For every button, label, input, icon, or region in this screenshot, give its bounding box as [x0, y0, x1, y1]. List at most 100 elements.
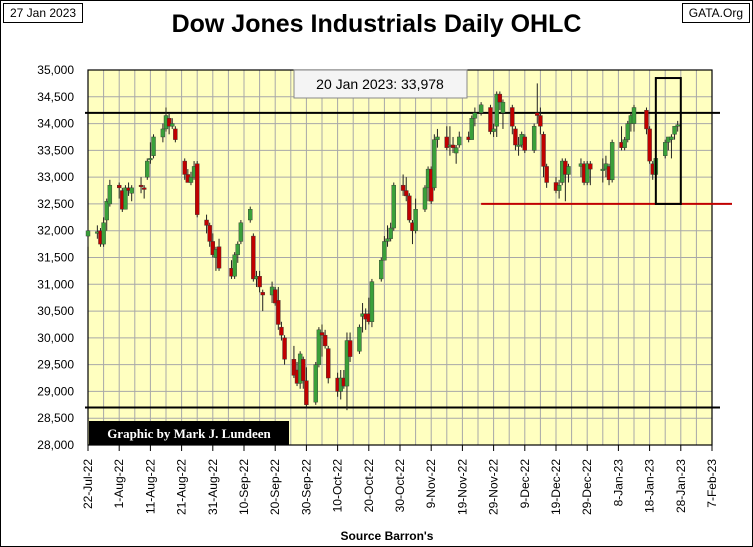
ohlc-bar-up: [357, 326, 362, 352]
ohlc-bar-up: [145, 160, 150, 178]
ohlc-bar-down: [173, 128, 178, 140]
ohlc-bar-up: [457, 136, 462, 146]
ohlc-bar-up: [494, 93, 499, 127]
x-tick-label: 20-Sep-22: [268, 459, 282, 515]
x-tick-label: 11-Aug-22: [143, 459, 157, 514]
ohlc-bar-down: [444, 136, 449, 148]
ohlc-bar-down: [207, 225, 212, 242]
y-tick-label: 32,500: [37, 197, 74, 211]
ohlc-bar-up: [238, 222, 244, 242]
ohlc-bar-up: [631, 107, 637, 124]
ohlc-bar-up: [531, 126, 537, 151]
ohlc-bar-up: [585, 163, 590, 183]
x-tick-label: 18-Jan-23: [643, 459, 657, 513]
y-tick-label: 34,000: [37, 117, 74, 131]
ohlc-bar-down: [182, 160, 187, 175]
ohlc-bar-down: [326, 348, 331, 379]
ohlc-bar-up: [170, 123, 175, 127]
y-tick-label: 31,000: [37, 277, 74, 291]
ohlc-bar-up: [313, 364, 318, 403]
ohlc-bar-down: [141, 187, 147, 190]
ohlc-bar-down: [450, 144, 456, 148]
ohlc-bar-down: [276, 300, 281, 325]
ohlc-bar-down: [291, 359, 297, 376]
ohlc-bar-up: [123, 187, 128, 210]
ohlc-bar-up: [188, 176, 194, 183]
ohlc-bar-down: [347, 340, 353, 357]
x-tick-label: 9-Nov-22: [424, 459, 438, 509]
ohlc-bar-up: [385, 238, 390, 242]
ohlc-bar-down: [510, 107, 515, 127]
x-tick-label: 9-Dec-22: [518, 459, 532, 509]
y-tick-label: 29,500: [37, 358, 74, 372]
ohlc-bar-down: [319, 332, 325, 336]
x-tick-label: 20-Oct-22: [362, 459, 376, 513]
ohlc-bar-down: [116, 184, 122, 189]
x-tick-label: 21-Aug-22: [175, 459, 189, 515]
ohlc-bar-up: [382, 241, 387, 261]
source-tag: GATA.Org: [681, 3, 750, 23]
ohlc-bar-up: [516, 144, 521, 147]
ohlc-bar-down: [216, 246, 222, 269]
x-tick-label: 30-Oct-22: [393, 459, 407, 513]
ohlc-bar-down: [301, 359, 306, 381]
ohlc-bar-up: [316, 329, 322, 365]
ohlc-bar-up: [669, 136, 674, 140]
ohlc-bar-up: [500, 101, 506, 114]
ohlc-bar-down: [535, 112, 540, 116]
y-tick-label: 31,500: [37, 251, 74, 265]
ohlc-bar-up: [232, 254, 237, 277]
y-tick-label: 32,000: [37, 224, 74, 238]
ohlc-bar-down: [541, 134, 546, 167]
ohlc-bar-up: [107, 184, 113, 205]
chart-title: Dow Jones Industrials Daily OHLC: [171, 10, 582, 38]
x-tick-label: 22-Jul-22: [81, 459, 95, 509]
ohlc-bar-up: [248, 209, 253, 221]
ohlc-bar-up: [432, 139, 437, 189]
ohlc-bar-down: [282, 337, 287, 360]
ohlc-bar-up: [413, 209, 418, 231]
ohlc-bar-up: [391, 184, 396, 229]
annotation-box: [293, 69, 468, 99]
ohlc-bar-down: [588, 163, 593, 170]
ohlc-bar-down: [138, 184, 144, 187]
ohlc-bar-up: [151, 136, 156, 156]
ohlc-bar-up: [101, 222, 106, 245]
ohlc-bar-down: [497, 93, 503, 103]
ohlc-bar-up: [609, 142, 615, 181]
date-tag: 27 Jan 2023: [3, 3, 84, 23]
ohlc-bar-down: [304, 380, 309, 406]
ohlc-bar-down: [647, 128, 652, 162]
x-tick-label: 7-Feb-23: [705, 459, 719, 508]
ohlc-bar-up: [85, 230, 91, 237]
ohlc-bar-down: [260, 292, 265, 296]
x-tick-label: 8-Jan-23: [611, 459, 625, 507]
x-tick-label: 10-Sep-22: [237, 459, 251, 515]
ohlc-bar-down: [273, 289, 278, 304]
ohlc-bar-up: [129, 187, 134, 194]
annotation-text: 20 Jan 2023: 33,978: [316, 76, 444, 92]
ohlc-bar-up: [469, 118, 474, 140]
ohlc-bar-down: [279, 326, 284, 336]
highlight-box: [654, 77, 682, 205]
ohlc-bar-up: [388, 227, 393, 239]
x-tick-label: 1-Aug-22: [112, 459, 126, 509]
x-tick-label: 29-Dec-22: [580, 459, 594, 515]
credit-box: [89, 421, 289, 445]
ohlc-bar-up: [556, 184, 562, 191]
ohlc-bar-down: [522, 136, 527, 151]
ohlc-bar-up: [491, 128, 496, 132]
ohlc-bar-down: [257, 276, 262, 288]
ohlc-bar-down: [538, 115, 543, 127]
y-tick-label: 34,500: [37, 90, 74, 104]
ohlc-bar-up: [379, 259, 384, 280]
ohlc-bar-down: [488, 107, 493, 132]
ohlc-bar-down: [210, 241, 216, 256]
ohlc-bar-up: [663, 142, 668, 156]
ohlc-bar-up: [104, 201, 109, 221]
ohlc-bar-up: [422, 187, 428, 210]
x-tick-label: 19-Nov-22: [455, 459, 469, 515]
ohlc-bar-up: [235, 243, 240, 256]
x-axis-label: Source Barron's: [341, 529, 434, 543]
